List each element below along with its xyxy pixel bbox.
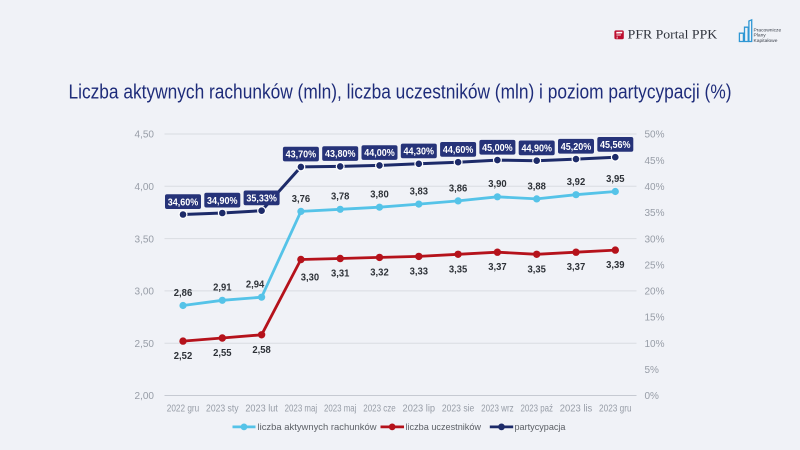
svg-text:2022 gru: 2022 gru bbox=[167, 404, 200, 415]
svg-text:3,33: 3,33 bbox=[410, 265, 429, 277]
svg-text:3,83: 3,83 bbox=[410, 186, 429, 198]
svg-text:15%: 15% bbox=[645, 313, 665, 324]
svg-text:45,56%: 45,56% bbox=[600, 140, 631, 151]
svg-text:Pracownicze: Pracownicze bbox=[754, 27, 782, 33]
svg-text:3,95: 3,95 bbox=[606, 173, 625, 185]
svg-text:Kapitałowe: Kapitałowe bbox=[754, 38, 778, 44]
svg-text:3,92: 3,92 bbox=[567, 176, 586, 188]
svg-text:3,37: 3,37 bbox=[488, 261, 507, 273]
svg-text:0%: 0% bbox=[645, 391, 660, 402]
svg-text:3,78: 3,78 bbox=[331, 191, 350, 203]
svg-text:5%: 5% bbox=[645, 365, 660, 376]
svg-text:3,32: 3,32 bbox=[370, 266, 389, 278]
svg-text:Plany: Plany bbox=[754, 33, 767, 39]
svg-text:3,35: 3,35 bbox=[449, 263, 468, 275]
svg-text:2,52: 2,52 bbox=[174, 350, 193, 362]
svg-text:20%: 20% bbox=[645, 287, 665, 298]
svg-text:45,00%: 45,00% bbox=[482, 143, 513, 154]
svg-text:43,70%: 43,70% bbox=[286, 150, 317, 161]
svg-text:2,50: 2,50 bbox=[135, 339, 155, 350]
svg-text:3,90: 3,90 bbox=[488, 178, 507, 190]
svg-text:2,94: 2,94 bbox=[246, 279, 265, 291]
svg-text:2023 paź: 2023 paź bbox=[520, 404, 553, 415]
svg-text:2023 maj: 2023 maj bbox=[324, 404, 357, 415]
svg-text:3,39: 3,39 bbox=[606, 259, 625, 271]
svg-text:PFR Portal PPK: PFR Portal PPK bbox=[628, 27, 718, 42]
svg-text:4,00: 4,00 bbox=[135, 182, 155, 193]
svg-text:2023 sie: 2023 sie bbox=[442, 404, 475, 415]
svg-text:2,00: 2,00 bbox=[135, 391, 155, 402]
svg-text:50%: 50% bbox=[645, 130, 665, 141]
svg-text:3,31: 3,31 bbox=[331, 268, 350, 280]
svg-text:25%: 25% bbox=[645, 260, 665, 271]
svg-text:3,86: 3,86 bbox=[449, 182, 468, 194]
svg-text:3,00: 3,00 bbox=[135, 287, 155, 298]
svg-text:Liczba aktywnych rachunków (ml: Liczba aktywnych rachunków (mln), liczba… bbox=[69, 82, 732, 104]
svg-text:44,90%: 44,90% bbox=[521, 144, 552, 155]
svg-text:34,60%: 34,60% bbox=[168, 197, 199, 208]
svg-text:10%: 10% bbox=[645, 339, 665, 350]
svg-text:2023 lip: 2023 lip bbox=[403, 404, 436, 415]
svg-text:35%: 35% bbox=[645, 208, 665, 219]
svg-text:3,88: 3,88 bbox=[528, 180, 547, 192]
svg-text:45%: 45% bbox=[645, 156, 665, 167]
svg-text:liczba uczestników: liczba uczestników bbox=[406, 422, 482, 433]
svg-text:3,76: 3,76 bbox=[292, 193, 311, 205]
svg-text:3,80: 3,80 bbox=[370, 189, 389, 201]
svg-text:43,80%: 43,80% bbox=[325, 149, 356, 160]
svg-text:2023 lis: 2023 lis bbox=[560, 404, 593, 415]
svg-text:2,55: 2,55 bbox=[213, 347, 232, 359]
svg-text:44,60%: 44,60% bbox=[443, 145, 474, 156]
svg-text:40%: 40% bbox=[645, 182, 665, 193]
svg-text:3,50: 3,50 bbox=[135, 234, 155, 245]
svg-text:2023 cze: 2023 cze bbox=[363, 404, 396, 415]
svg-text:3,35: 3,35 bbox=[528, 263, 547, 275]
svg-text:34,90%: 34,90% bbox=[207, 196, 238, 207]
svg-text:2023 gru: 2023 gru bbox=[599, 404, 632, 415]
svg-text:2023 wrz: 2023 wrz bbox=[481, 404, 514, 415]
svg-text:2023 maj: 2023 maj bbox=[285, 404, 318, 415]
svg-text:44,30%: 44,30% bbox=[404, 147, 435, 158]
svg-text:30%: 30% bbox=[645, 234, 665, 245]
svg-text:liczba aktywnych rachunków: liczba aktywnych rachunków bbox=[258, 422, 377, 433]
svg-text:2,58: 2,58 bbox=[252, 344, 271, 356]
svg-text:3,30: 3,30 bbox=[301, 272, 320, 284]
svg-text:2023 lut: 2023 lut bbox=[245, 404, 278, 415]
svg-text:44,00%: 44,00% bbox=[364, 148, 395, 159]
svg-text:2,91: 2,91 bbox=[213, 282, 232, 294]
svg-text:35,33%: 35,33% bbox=[246, 194, 277, 205]
svg-text:3,37: 3,37 bbox=[567, 261, 586, 273]
svg-text:2023 sty: 2023 sty bbox=[206, 404, 239, 415]
svg-text:45,20%: 45,20% bbox=[561, 142, 592, 153]
svg-text:2,86: 2,86 bbox=[174, 287, 193, 299]
svg-text:4,50: 4,50 bbox=[135, 130, 155, 141]
svg-text:partycypacja: partycypacja bbox=[515, 422, 567, 433]
